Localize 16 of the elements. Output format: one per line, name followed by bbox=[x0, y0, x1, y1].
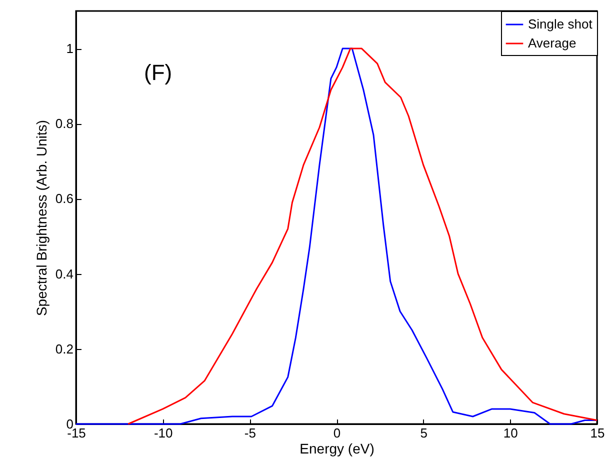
legend-label: Average bbox=[528, 36, 576, 50]
x-tick-label: 10 bbox=[503, 426, 518, 440]
y-axis-title: Spectral Brightness (Arb. Units) bbox=[33, 120, 50, 316]
x-tick-label: 5 bbox=[420, 426, 428, 440]
x-tick-label: -5 bbox=[244, 426, 256, 440]
y-tick-label: 1 bbox=[66, 41, 74, 56]
x-tick-label: -10 bbox=[154, 426, 173, 440]
annotation: (F) bbox=[144, 60, 172, 85]
y-tick-label: 0.2 bbox=[55, 341, 74, 356]
y-tick-label: 0.4 bbox=[55, 266, 74, 282]
x-axis-title: Energy (eV) bbox=[300, 440, 374, 456]
y-tick-label: 0.6 bbox=[55, 191, 74, 206]
y-tick-label: 0.8 bbox=[55, 116, 74, 132]
legend-label: Single shot bbox=[528, 16, 593, 32]
x-tick-label: 15 bbox=[590, 426, 605, 440]
x-tick-label: 0 bbox=[333, 426, 341, 440]
